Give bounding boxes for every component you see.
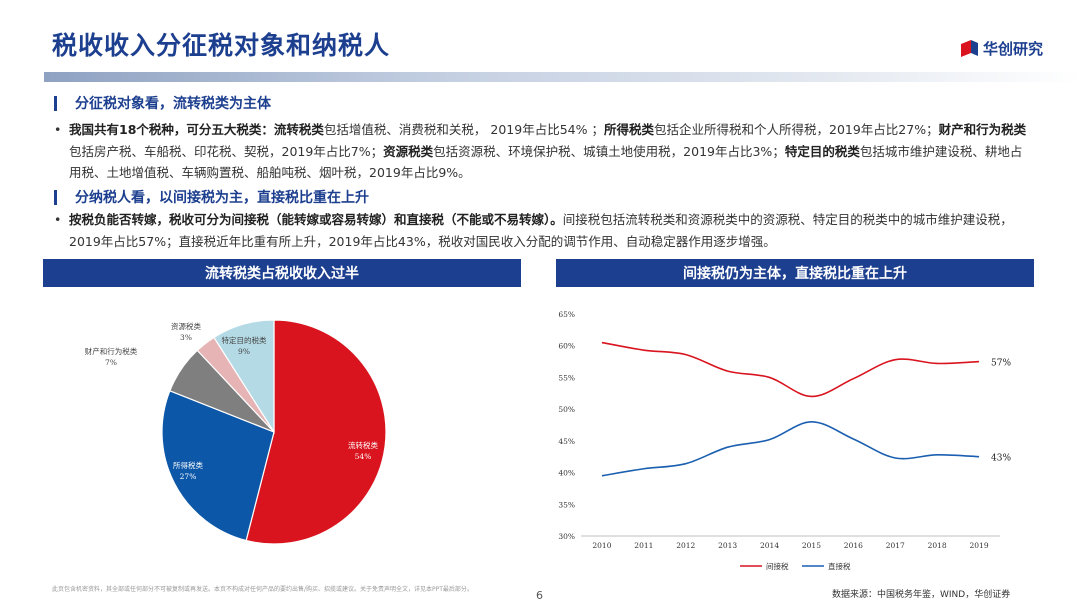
pie-label-value: 7% xyxy=(105,358,117,367)
section-heading-1-text: 分征税对象看，流转税类为主体 xyxy=(75,96,271,112)
bullet-text-span: 按税负能否转嫁，税收可分为间接税（能转嫁或容易转嫁）和直接税（不能或不易转嫁）。 xyxy=(69,212,563,227)
pie-label-value: 3% xyxy=(180,333,192,342)
x-tick-label: 2012 xyxy=(676,541,695,550)
bullet-text-span: 资源税类 xyxy=(383,143,434,159)
logo-text: 华创研究 xyxy=(983,40,1044,58)
x-tick-label: 2010 xyxy=(592,541,611,550)
y-tick-label: 65% xyxy=(558,310,575,319)
pie-slice-1 xyxy=(245,319,387,545)
bullet-text-span: 包括资源税、环境保护税、城镇土地使用税，2019年占比3%； xyxy=(433,143,785,159)
y-tick-label: 60% xyxy=(558,342,575,351)
y-tick-label: 40% xyxy=(558,469,575,478)
x-tick-label: 2011 xyxy=(634,541,653,550)
series-line-2 xyxy=(601,421,980,477)
legend-label: 间接税 xyxy=(766,561,789,571)
bullet-text-span: 包括企业所得税和个人所得税，2019年占比27%； xyxy=(653,122,939,137)
y-tick-label: 30% xyxy=(558,532,575,541)
x-tick-label: 2015 xyxy=(802,541,821,550)
bullet-2: • 按税负能否转嫁，税收可分为间接税（能转嫁或容易转嫁）和直接税（不能或不易转嫁… xyxy=(54,209,1034,252)
pie-label-value: 27% xyxy=(180,472,197,481)
title-divider xyxy=(44,72,1080,82)
section-heading-1: 分征税对象看，流转税类为主体 xyxy=(54,93,271,113)
bullet-text-span: 包括增值税、消费税和关税， 2019年占比54% ； xyxy=(323,122,604,137)
y-tick-label: 45% xyxy=(558,437,575,446)
bullet-dot-icon: • xyxy=(54,122,62,137)
y-tick-label: 55% xyxy=(558,373,575,382)
pie-label-value: 9% xyxy=(238,347,250,356)
y-tick-label: 35% xyxy=(558,500,575,509)
bullet-text-span: 流转税类 xyxy=(273,122,324,137)
bullet-2-text: 按税负能否转嫁，税收可分为间接税（能转嫁或容易转嫁）和直接税（不能或不易转嫁）。… xyxy=(54,209,1034,252)
x-tick-label: 2017 xyxy=(886,541,905,550)
x-tick-label: 2019 xyxy=(970,541,989,550)
pie-slice-5 xyxy=(213,319,275,435)
data-source: 数据来源：中国税务年鉴，WIND，华创证券 xyxy=(832,590,1011,600)
bullet-text-span: 间接税包括流转税类和资源税类中的资源税、特定目的税类中的城市维护建设税，2019… xyxy=(69,212,1013,249)
series-end-label: 57% xyxy=(991,359,1011,369)
brand-logo: 华创研究 xyxy=(961,38,1043,59)
bullet-1: • 我国共有18个税种，可分五大税类：流转税类包括增值税、消费税和关税， 201… xyxy=(54,119,1034,184)
section-heading-2: 分纳税人看，以间接税为主，直接税比重在上升 xyxy=(54,187,369,207)
x-tick-label: 2014 xyxy=(760,541,779,550)
bullet-text-span: 我国共有18个税种，可分五大税类： xyxy=(69,122,274,137)
page-title: 税收收入分征税对象和纳税人 xyxy=(52,31,391,60)
y-tick-label: 50% xyxy=(558,405,575,414)
pie-label-name: 资源税类 xyxy=(171,321,201,331)
pie-label-value: 54% xyxy=(355,452,372,461)
section-heading-2-text: 分纳税人看，以间接税为主，直接税比重在上升 xyxy=(75,190,369,206)
bullet-text-span: 财产和行为税类 xyxy=(938,122,1027,137)
pie-label-name: 所得税类 xyxy=(173,460,203,470)
x-tick-label: 2016 xyxy=(844,541,863,550)
x-tick-label: 2018 xyxy=(928,541,947,550)
bullet-text-span: 包括城市维护建设税、耕地占用税、土地增值税、车辆购置税、船舶吨税、烟叶税，201… xyxy=(69,143,1023,181)
x-tick-label: 2013 xyxy=(718,541,737,550)
series-end-label: 43% xyxy=(991,454,1011,464)
bullet-dot-icon: • xyxy=(54,212,62,227)
section-bar-icon xyxy=(54,189,57,205)
footer-disclaimer: 此页包含机密资料，其全部或任何部分不可被复制或再发送。本页不构成对任何产品的要约… xyxy=(52,586,473,593)
bullet-text-span: 所得税类 xyxy=(603,122,654,137)
pie-label-name: 特定目的税类 xyxy=(222,335,267,345)
pie-label-name: 流转税类 xyxy=(348,440,378,450)
page-number: 6 xyxy=(536,589,543,602)
chart2-header: 间接税仍为主体，直接税比重在上升 xyxy=(556,259,1034,287)
section-bar-icon xyxy=(54,95,57,111)
line-chart: 30% 35% 40% 45% 50% 55% 60% 65% 2010 2011 2012 2013… xyxy=(558,310,1011,571)
chart1-header: 流转税类占税收收入过半 xyxy=(43,259,521,287)
huachuang-logo-icon xyxy=(961,40,978,57)
pie-chart: 流转税类 54% 所得税类 27% 财产和行为税类 7% 资源税类 3% 特定目的税类 9% xyxy=(85,319,387,545)
series-line-1 xyxy=(601,341,980,398)
bullet-1-text: 我国共有18个税种，可分五大税类：流转税类包括增值税、消费税和关税， 2019年… xyxy=(54,119,1034,184)
legend-label: 直接税 xyxy=(828,561,851,571)
bullet-text-span: 特定目的税类 xyxy=(784,143,860,159)
pie-slice-2 xyxy=(161,389,275,542)
pie-label-name: 财产和行为税类 xyxy=(85,346,138,356)
bullet-text-span: 包括房产税、车船税、印花税、契税，2019年占比7%； xyxy=(69,143,384,159)
